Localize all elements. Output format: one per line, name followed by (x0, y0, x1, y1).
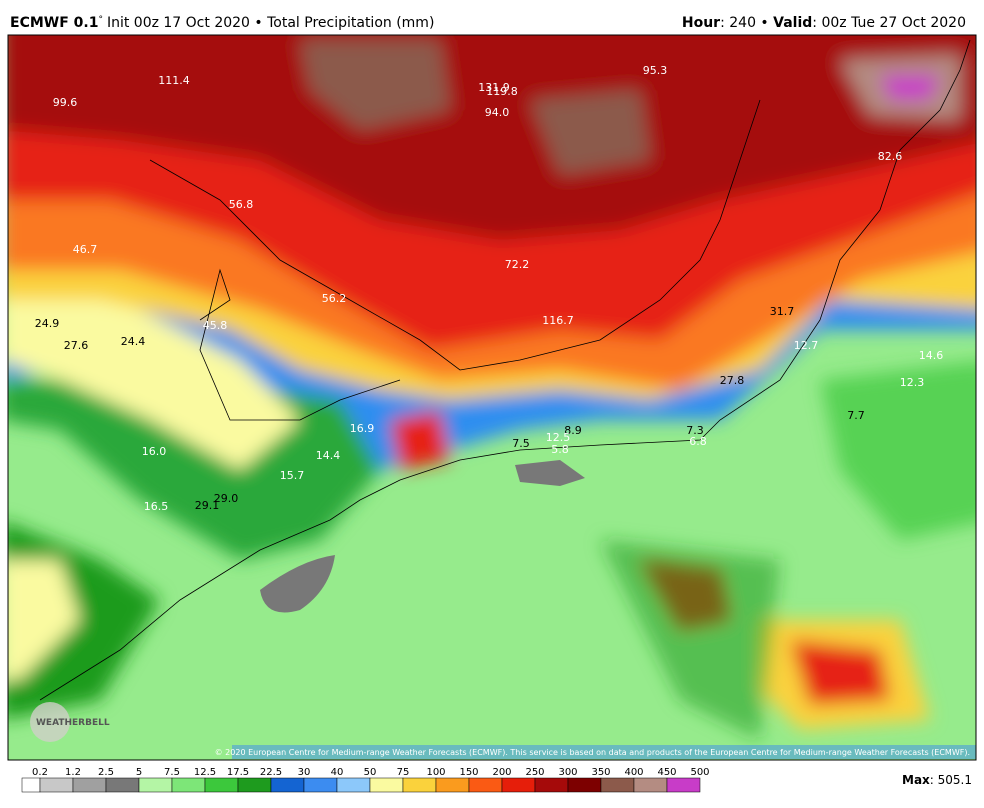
point-label: 82.6 (878, 150, 903, 163)
point-label: 12.3 (900, 376, 925, 389)
point-label: 14.6 (919, 349, 944, 362)
colorbar-label: 150 (459, 767, 478, 778)
colorbar-label: 1.2 (65, 767, 81, 778)
colorbar-swatch (303, 777, 338, 793)
header-left: ECMWF 0.1° Init 00z 17 Oct 2020 • Total P… (10, 15, 434, 31)
colorbar: 0.2 1.2 2.5 5 7.5 12.5 17.5 22.5 30 40 50 75 100 150 2… (21, 767, 710, 793)
colorbar-label: 300 (558, 767, 577, 778)
colorbar-swatch (600, 777, 635, 793)
colorbar-swatch (468, 777, 503, 793)
colorbar-swatch (666, 777, 701, 793)
point-label: 16.9 (350, 422, 375, 435)
point-label: 14.4 (316, 449, 341, 462)
colorbar-label: 450 (657, 767, 676, 778)
colorbar-swatch (204, 777, 239, 793)
point-label: 111.4 (158, 74, 190, 87)
colorbar-label: 500 (690, 767, 709, 778)
point-label: 8.9 (564, 424, 582, 437)
logo: WEATHERBELL (36, 718, 110, 728)
borders (39, 39, 971, 701)
point-label: 46.7 (73, 243, 98, 256)
point-label: 29.0 (214, 492, 239, 505)
colorbar-label: 22.5 (260, 767, 282, 778)
point-label: 7.7 (847, 409, 865, 422)
colorbar-label: 30 (298, 767, 311, 778)
colorbar-label: 5 (136, 767, 142, 778)
point-label: 6.8 (689, 435, 707, 448)
point-label: 119.8 (486, 85, 518, 98)
point-label: 94.0 (485, 106, 510, 119)
colorbar-label: 250 (525, 767, 544, 778)
colorbar-label: 12.5 (194, 767, 216, 778)
copyright: © 2020 European Centre for Medium-range … (215, 748, 970, 757)
colorbar-swatch (21, 777, 41, 793)
point-label: 27.6 (64, 339, 89, 352)
header-right: Hour: 240 • Valid: 00z Tue 27 Oct 2020 (682, 15, 966, 31)
colorbar-label: 400 (624, 767, 643, 778)
point-label: 45.8 (203, 319, 228, 332)
colorbar-swatch (567, 777, 602, 793)
point-label: 7.5 (512, 437, 530, 450)
colorbar-swatch (633, 777, 668, 793)
colorbar-swatch (534, 777, 569, 793)
colorbar-label: 40 (331, 767, 344, 778)
point-label: 116.7 (542, 314, 574, 327)
logo-mark (30, 702, 70, 742)
colorbar-swatch (402, 777, 437, 793)
point-label: 15.7 (280, 469, 305, 482)
colorbar-swatch (39, 777, 74, 793)
colorbar-swatch (171, 777, 206, 793)
point-label: 5.8 (551, 443, 569, 456)
max: Max: 505.1 (902, 773, 972, 787)
colorbar-label: 200 (492, 767, 511, 778)
colorbar-label: 350 (591, 767, 610, 778)
colorbar-label: 75 (397, 767, 410, 778)
point-label: 27.8 (720, 374, 745, 387)
point-label: 99.6 (53, 96, 78, 109)
colorbar-swatch (105, 777, 140, 793)
point-label: 16.5 (144, 500, 169, 513)
point-label: 95.3 (643, 64, 668, 77)
point-label: 24.9 (35, 317, 60, 330)
point-label: 56.2 (322, 292, 347, 305)
colorbar-label: 2.5 (98, 767, 114, 778)
colorbar-label: 50 (364, 767, 377, 778)
colorbar-label: 7.5 (164, 767, 180, 778)
colorbar-swatch (435, 777, 470, 793)
colorbar-label: 0.2 (32, 767, 48, 778)
point-label: 29.1 (195, 499, 220, 512)
point-label: 16.0 (142, 445, 167, 458)
point-label: 7.3 (686, 424, 704, 437)
point-label: 24.4 (121, 335, 146, 348)
point-label: 12.7 (794, 339, 819, 352)
point-label: 31.7 (770, 305, 795, 318)
colorbar-swatch (237, 777, 272, 793)
colorbar-label: 17.5 (227, 767, 249, 778)
point-label: 72.2 (505, 258, 530, 271)
colorbar-swatch (501, 777, 536, 793)
colorbar-swatch (336, 777, 371, 793)
colorbar-swatch (270, 777, 305, 793)
colorbar-label: 100 (426, 767, 445, 778)
point-label: 131.9 (478, 81, 510, 94)
colorbar-swatch (138, 777, 173, 793)
precip-field (8, 35, 976, 760)
point-label: 56.8 (229, 198, 254, 211)
colorbar-swatch (72, 777, 107, 793)
point-label: 12.5 (546, 431, 571, 444)
colorbar-swatch (369, 777, 404, 793)
